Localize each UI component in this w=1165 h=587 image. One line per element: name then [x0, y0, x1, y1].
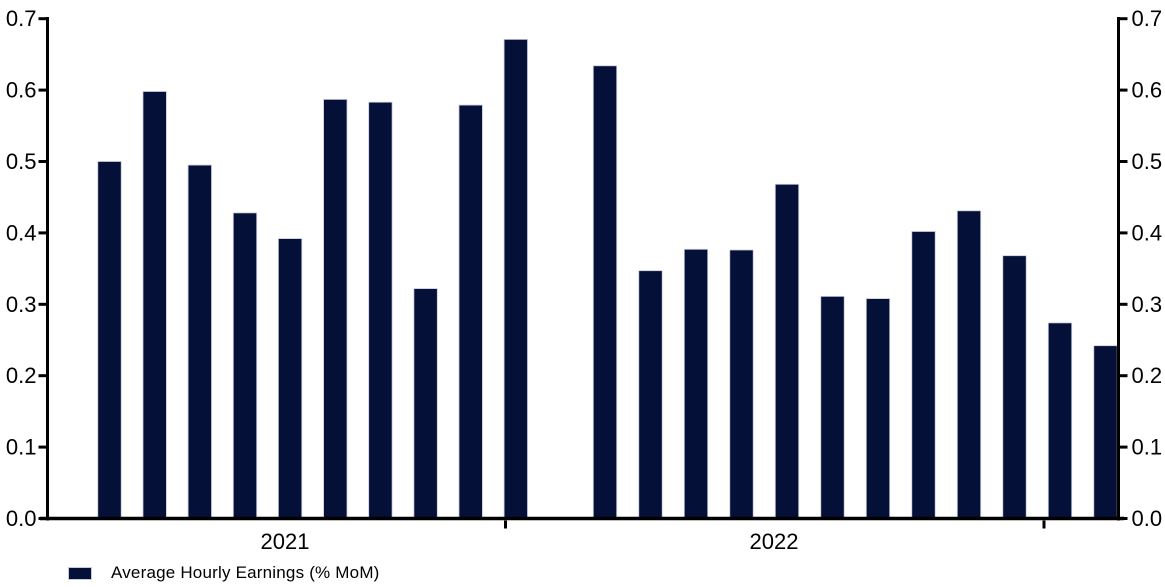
y-tick-label-right: 0.7 [1132, 6, 1163, 31]
bar-slot-4 [277, 238, 303, 520]
y-tick-label-right: 0.3 [1132, 292, 1163, 317]
bar-slot-21 [1047, 322, 1073, 520]
bar-chart: 0.0 0.0 0.1 0.1 0.2 0.2 0.3 0.3 0.4 0.4 0.5 0.5 0.6 0… [6, 6, 1163, 554]
y-tick-label-left: 0.6 [6, 78, 37, 103]
bar-slot-9 [503, 39, 528, 520]
y-tick-label-right: 0.1 [1132, 435, 1163, 460]
y-tick-label-right: 0.5 [1132, 149, 1163, 174]
bar-slot-0 [97, 161, 122, 520]
bar-slot-17 [865, 298, 891, 520]
y-tick-label-left: 0.5 [6, 149, 37, 174]
bar-slot-2 [187, 164, 212, 520]
bar-slot-1 [142, 91, 167, 520]
bar-slot-6 [368, 101, 393, 520]
bar-slot-18 [911, 231, 936, 520]
y-tick-label-right: 0.2 [1132, 363, 1163, 388]
chart-legend: Average Hourly Earnings (% MoM) [68, 563, 380, 583]
bar-slot-14 [729, 249, 754, 520]
bar-slot-12 [638, 270, 663, 520]
y-tick-label-left: 0.4 [6, 220, 37, 245]
y-tick-label-right: 0.4 [1132, 220, 1163, 245]
bar-slot-3 [232, 212, 258, 520]
bar-slot-13 [683, 248, 709, 520]
x-year-label-2022: 2022 [750, 529, 799, 554]
legend-swatch [68, 566, 92, 580]
bar-slot-11 [592, 65, 618, 520]
bar-slot-16 [820, 295, 845, 520]
y-tick-label-right: 0.6 [1132, 78, 1163, 103]
bar-slot-15 [774, 183, 800, 520]
bar-slot-20 [1002, 255, 1027, 520]
x-year-label-2021: 2021 [261, 529, 310, 554]
bar-slot-7 [413, 288, 438, 520]
y-tick-label-left: 0.0 [6, 506, 37, 531]
y-tick-label-left: 0.1 [6, 435, 37, 460]
bar-slot-22 [1093, 345, 1118, 520]
bar-slot-5 [323, 99, 348, 520]
legend-label: Average Hourly Earnings (% MoM) [111, 563, 380, 582]
bar-slot-19 [956, 210, 982, 520]
bar-slot-8 [458, 104, 483, 520]
y-tick-label-left: 0.7 [6, 6, 37, 31]
y-tick-label-left: 0.2 [6, 363, 37, 388]
y-tick-label-left: 0.3 [6, 292, 37, 317]
y-tick-label-right: 0.0 [1132, 506, 1163, 531]
